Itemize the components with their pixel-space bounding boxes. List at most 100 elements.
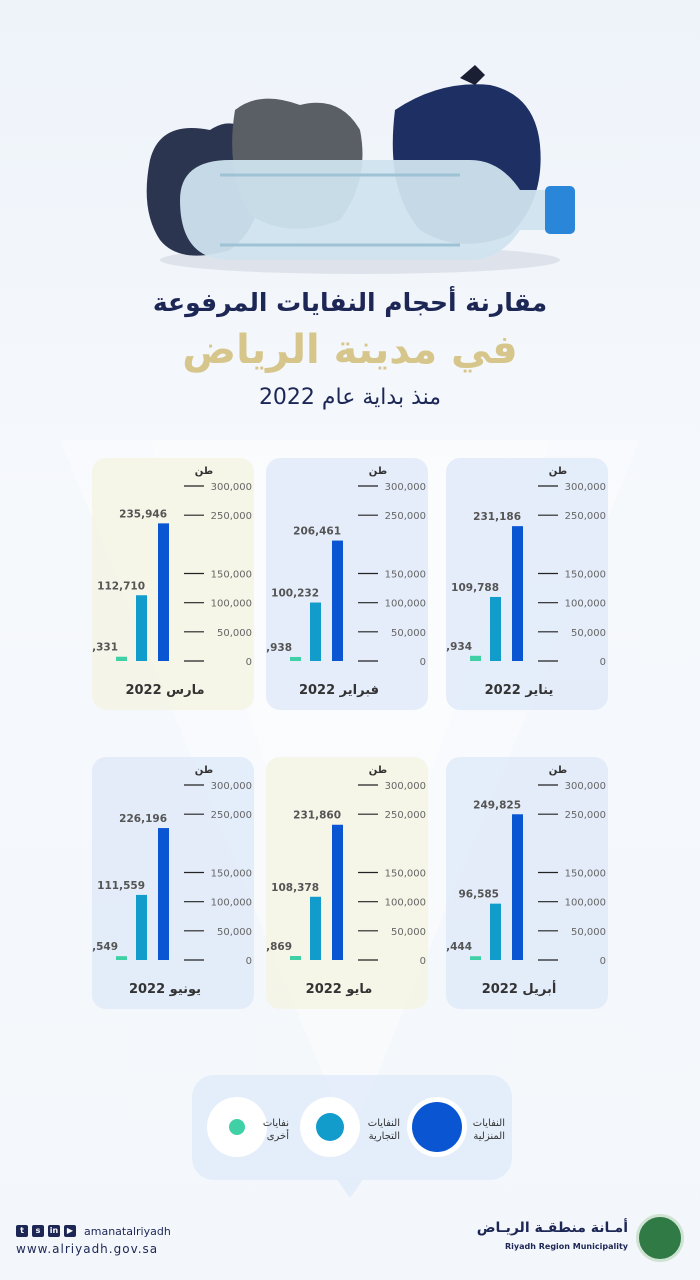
tick-label: 150,000 — [565, 869, 606, 880]
tick-label: 50,000 — [571, 927, 606, 938]
social-handle[interactable]: amanatalriyadh — [84, 1224, 171, 1238]
chart-svg: طن 300,000 250,000 150,000 100,000 50,000 0 6,5… — [92, 765, 252, 967]
bar-commercial — [310, 896, 321, 960]
tick-label: 300,000 — [385, 781, 426, 792]
data-label-household: 231,186 — [473, 511, 521, 523]
tick-label: 50,000 — [391, 628, 426, 639]
snapchat-icon[interactable]: s — [32, 1225, 44, 1237]
tick-label: 100,000 — [211, 898, 252, 909]
data-label-other: 6,938 — [266, 642, 292, 654]
title-line-1: مقارنة أحجام النفايات المرفوعة — [152, 288, 548, 317]
chart-svg: طن 300,000 250,000 150,000 100,000 50,000 0 6,8… — [266, 765, 426, 967]
data-label-other: 6,549 — [92, 941, 118, 953]
bar-household — [332, 540, 343, 661]
footer-social: t s in ▶ amanatalriyadh www.alriyadh.gov… — [16, 1222, 171, 1256]
chart-svg: طن 300,000 250,000 150,000 100,000 50,000 0 6,9… — [266, 466, 426, 668]
tick-label: 150,000 — [385, 570, 426, 581]
tick-label: 0 — [600, 956, 606, 967]
month-label: يونيو 2022 — [128, 982, 202, 997]
tick-label: 150,000 — [565, 570, 606, 581]
bar-household — [512, 814, 523, 960]
legend: النفايات المنزلية النفايات التجارية نفاي… — [192, 1075, 512, 1180]
bar-household — [512, 526, 523, 661]
tick-label: 300,000 — [565, 781, 606, 792]
legend-item-commercial: النفايات التجارية — [300, 1097, 400, 1157]
month-label: مارس 2022 — [125, 683, 205, 698]
tick-label: 150,000 — [211, 869, 252, 880]
bar-commercial — [490, 596, 501, 661]
tick-label: 100,000 — [211, 599, 252, 610]
logo-arabic-text: أمـانة منطقـة الريـاض — [476, 1220, 628, 1236]
legend-item-other: نفايات أخرى — [207, 1097, 307, 1157]
tick-label: 0 — [600, 657, 606, 668]
unit-label: طن — [369, 466, 387, 477]
municipality-seal-icon — [636, 1214, 684, 1262]
tick-label: 50,000 — [391, 927, 426, 938]
data-label-other: 6,869 — [266, 941, 292, 953]
chart-panel: طن 300,000 250,000 150,000 100,000 50,000 0 8,9… — [446, 458, 608, 710]
title-block: مقارنة أحجام النفايات المرفوعة في مدينة … — [0, 285, 700, 415]
twitter-icon[interactable]: t — [16, 1225, 28, 1237]
youtube-icon[interactable]: ▶ — [64, 1225, 76, 1237]
bar-commercial — [136, 894, 147, 960]
data-label-other: 8,934 — [446, 641, 472, 653]
tick-label: 0 — [420, 657, 426, 668]
month-label: فبراير 2022 — [298, 683, 380, 698]
tick-label: 0 — [420, 956, 426, 967]
legend-pointer — [336, 1178, 364, 1198]
tick-label: 300,000 — [565, 482, 606, 493]
unit-label: طن — [549, 466, 567, 477]
unit-label: طن — [369, 765, 387, 776]
bar-other — [116, 656, 127, 661]
data-label-commercial: 96,585 — [458, 889, 499, 901]
data-label-commercial: 108,378 — [271, 882, 319, 894]
legend-swatch-household — [412, 1102, 462, 1152]
bar-other — [116, 956, 127, 960]
data-label-other: 6,444 — [446, 941, 472, 953]
legend-item-household: النفايات المنزلية — [407, 1097, 507, 1157]
legend-swatch-commercial — [316, 1113, 344, 1141]
chart-svg: طن 300,000 250,000 150,000 100,000 50,000 0 7,3… — [92, 466, 252, 668]
bar-household — [332, 824, 343, 960]
bar-other — [290, 955, 301, 960]
tick-label: 100,000 — [385, 599, 426, 610]
unit-label: طن — [549, 765, 567, 776]
bar-other — [290, 656, 301, 661]
chart-panel: طن 300,000 250,000 150,000 100,000 50,000 0 6,9… — [266, 458, 428, 710]
data-label-household: 235,946 — [119, 508, 167, 520]
unit-label: طن — [195, 765, 213, 776]
tick-label: 150,000 — [385, 869, 426, 880]
data-label-other: 7,331 — [92, 642, 118, 654]
social-row: t s in ▶ amanatalriyadh — [16, 1222, 171, 1240]
data-label-commercial: 109,788 — [451, 582, 499, 594]
tick-label: 50,000 — [217, 927, 252, 938]
tick-label: 50,000 — [217, 628, 252, 639]
tick-label: 100,000 — [565, 898, 606, 909]
bar-commercial — [310, 602, 321, 661]
website-link[interactable]: www.alriyadh.gov.sa — [16, 1242, 159, 1256]
data-label-household: 249,825 — [473, 799, 521, 811]
title-line-2: في مدينة الرياض — [182, 327, 518, 373]
legend-label-commercial: النفايات التجارية — [367, 1118, 400, 1142]
chart-panel: طن 300,000 250,000 150,000 100,000 50,000 0 6,4… — [446, 757, 608, 1009]
legend-label-household: النفايات المنزلية — [472, 1118, 505, 1142]
bar-other — [470, 655, 481, 661]
tick-label: 150,000 — [211, 570, 252, 581]
chart-panel: طن 300,000 250,000 150,000 100,000 50,000 0 6,5… — [92, 757, 254, 1009]
tick-label: 300,000 — [211, 482, 252, 493]
tick-label: 250,000 — [565, 810, 606, 821]
chart-svg: طن 300,000 250,000 150,000 100,000 50,000 0 8,9… — [446, 466, 606, 668]
data-label-household: 226,196 — [119, 813, 167, 825]
unit-label: طن — [195, 466, 213, 477]
linkedin-icon[interactable]: in — [48, 1225, 60, 1237]
month-label: أبريل 2022 — [481, 982, 557, 997]
tick-label: 0 — [246, 956, 252, 967]
chart-panel: طن 300,000 250,000 150,000 100,000 50,000 0 6,8… — [266, 757, 428, 1009]
tick-label: 250,000 — [211, 810, 252, 821]
month-label: مايو 2022 — [305, 982, 373, 997]
tick-label: 300,000 — [211, 781, 252, 792]
chart-panel: طن 300,000 250,000 150,000 100,000 50,000 0 7,3… — [92, 458, 254, 710]
tick-label: 100,000 — [385, 898, 426, 909]
logo-english-text: Riyadh Region Municipality — [505, 1242, 628, 1251]
municipality-logo: أمـانة منطقـة الريـاض Riyadh Region Muni… — [477, 1212, 684, 1268]
